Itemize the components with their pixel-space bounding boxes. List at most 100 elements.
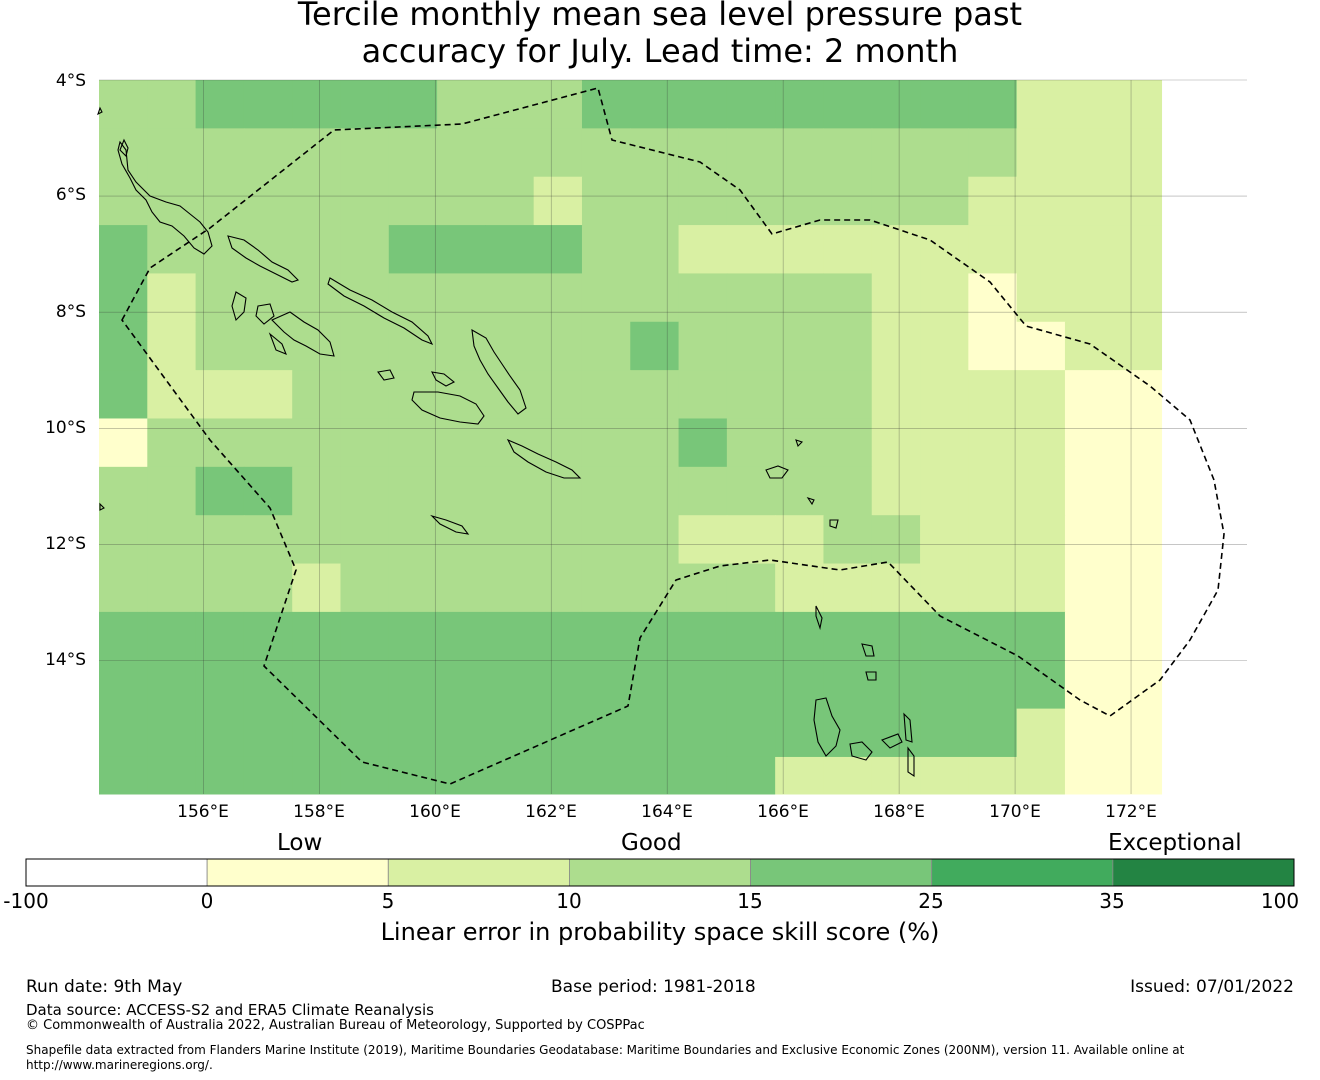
grid-cell [243, 176, 293, 226]
grid-cell [292, 273, 341, 323]
coastline-torres [815, 605, 823, 631]
grid-cell [243, 756, 293, 795]
grid-cell [292, 418, 341, 468]
grid-cell [388, 418, 438, 468]
coastline-bougainville [117, 140, 213, 255]
grid-cell [99, 708, 148, 758]
grid-cell [388, 128, 438, 178]
grid-cell [678, 225, 728, 274]
colorbar-frame [25, 858, 1295, 887]
grid-cell [920, 370, 969, 419]
grid-cell [1064, 611, 1114, 661]
grid-cell [195, 708, 245, 758]
grid-cell [775, 466, 824, 516]
coastline-ontong [97, 106, 103, 116]
coastline-duff [795, 439, 804, 448]
grid-cell [292, 708, 341, 758]
grid-cell [1064, 418, 1114, 468]
grid-cell [147, 418, 197, 468]
colorbar-segment [206, 858, 389, 887]
grid-cell [147, 515, 197, 565]
grid-cell [1064, 80, 1114, 129]
grid-cell [678, 370, 728, 419]
grid-cell [99, 273, 148, 323]
grid-cell [581, 708, 631, 758]
lat-label: 8°S [55, 302, 86, 322]
grid-cell [1113, 321, 1163, 371]
grid-cell [243, 80, 293, 129]
grid-cell [533, 708, 583, 758]
colorbar-tick: 35 [1099, 889, 1125, 913]
grid-cell [340, 466, 390, 516]
grid-cell [920, 128, 969, 178]
grid-cell [678, 321, 728, 371]
grid-cell [147, 466, 197, 516]
coastline-pentecost [907, 746, 915, 778]
grid-cell [195, 515, 245, 565]
grid-cell [340, 225, 390, 274]
grid-cell [920, 225, 969, 274]
category-low: Low [277, 830, 323, 856]
grid-cell [871, 80, 921, 129]
lat-label: 6°S [55, 185, 86, 205]
grid-cell [388, 80, 438, 129]
grid-cell [1016, 756, 1066, 795]
grid-cell [823, 611, 873, 661]
grid-cell [485, 515, 535, 565]
coastline-malekula [849, 741, 873, 761]
grid-cell [968, 418, 1018, 468]
grid-cell [292, 515, 341, 565]
grid-cell [292, 321, 341, 371]
grid-cell [581, 128, 631, 178]
colorbar-tick: 25 [918, 889, 944, 913]
grid-cell [195, 80, 245, 129]
grid-cell [195, 418, 245, 468]
colorbar-title: Linear error in probability space skill … [380, 918, 940, 946]
grid-cell [243, 418, 293, 468]
grid-cell [1016, 563, 1066, 613]
grid-cell [1016, 466, 1066, 516]
grid-cell [968, 611, 1018, 661]
grid-cell [871, 466, 921, 516]
grid-cell [340, 321, 390, 371]
run-date: Run date: 9th May [26, 977, 183, 997]
grid-cell [292, 370, 341, 419]
category-good: Good [621, 830, 682, 856]
grid-cell [340, 418, 390, 468]
grid-cell [195, 466, 245, 516]
grid-cell [437, 176, 486, 226]
grid-cell [147, 225, 197, 274]
grid-cell [388, 176, 438, 226]
grid-cell [1064, 225, 1114, 274]
grid-cell [968, 466, 1018, 516]
grid-cell [1064, 563, 1114, 613]
grid-cell [388, 708, 438, 758]
category-exceptional: Exceptional [1108, 830, 1242, 856]
grid-cell [147, 176, 197, 226]
grid-cell [1016, 80, 1066, 129]
coastline-maewo [903, 712, 913, 743]
grid-cell [388, 273, 438, 323]
grid-cell [630, 128, 680, 178]
lon-label: 162°E [525, 802, 577, 822]
grid-cell [1113, 708, 1163, 758]
grid-cell [630, 756, 680, 795]
grid-cell [437, 515, 486, 565]
grid-cell [775, 128, 824, 178]
grid-cell [533, 563, 583, 613]
grid-cell [195, 611, 245, 661]
grid-cell [581, 418, 631, 468]
grid-cell [485, 563, 535, 613]
grid-cell [147, 80, 197, 129]
grid-cell [775, 225, 824, 274]
grid-cell [968, 370, 1018, 419]
grid-cell [823, 321, 873, 371]
shapefile-credit-line-2: http://www.marineregions.org/. [26, 1058, 213, 1072]
grid-cell [1016, 611, 1066, 661]
grid-cell [678, 515, 728, 565]
grid-cell [871, 321, 921, 371]
grid-cell [340, 370, 390, 419]
base-period: Base period: 1981-2018 [551, 977, 756, 997]
grid-cell [485, 756, 535, 795]
skill-grid [99, 80, 1163, 795]
